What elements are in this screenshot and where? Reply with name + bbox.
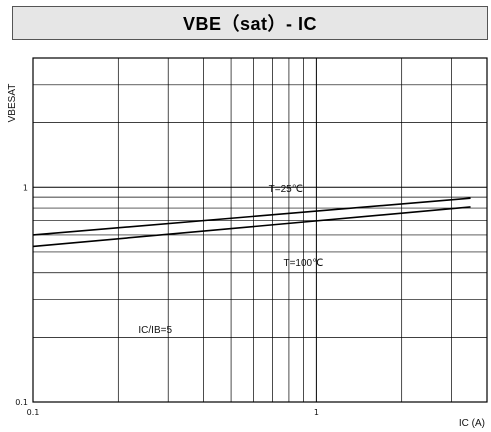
annotations: T=25℃ T=100℃ IC/IB=5 xyxy=(138,184,323,336)
annotation-label: T=100℃ xyxy=(283,258,323,269)
x-tick-label: 0.1 xyxy=(27,408,40,417)
chart-title: VBE（sat）- IC xyxy=(182,14,318,34)
annotation-label: IC/IB=5 xyxy=(138,325,172,336)
grid xyxy=(33,57,488,402)
series-line xyxy=(32,197,471,236)
plot-frame xyxy=(32,57,488,403)
x-tick-label: 1 xyxy=(314,408,319,417)
series-lines xyxy=(32,197,471,248)
y-tick-label: 1 xyxy=(23,183,28,192)
y-axis-label: VBESAT xyxy=(7,84,18,123)
y-tick-label: 0.1 xyxy=(15,398,28,407)
series-line xyxy=(32,206,471,248)
x-axis-label: IC (A) xyxy=(459,418,485,429)
chart-title-box: VBE（sat）- IC xyxy=(12,6,488,40)
tick-labels: 0.1 1 0.1 1 xyxy=(15,183,319,417)
annotation-label: T=25℃ xyxy=(269,184,303,195)
